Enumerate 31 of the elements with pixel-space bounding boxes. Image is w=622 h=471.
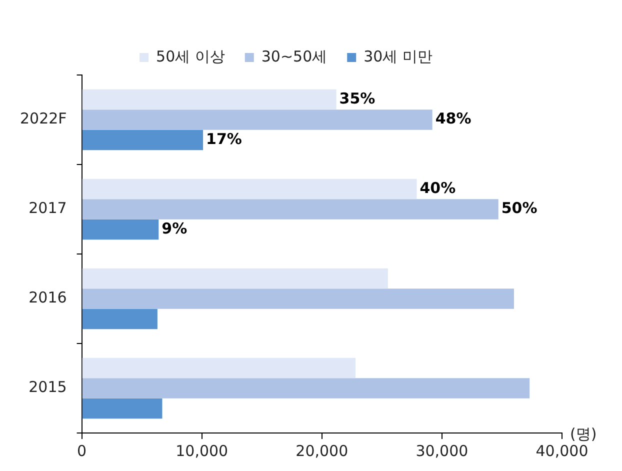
y-tick-label: 2017 (28, 199, 67, 218)
legend-label: 50세 이상 (156, 47, 225, 66)
bar (82, 199, 498, 220)
y-tick-label: 2015 (28, 378, 67, 396)
bar (82, 219, 159, 240)
bar (82, 358, 356, 378)
x-tick-label: 20,000 (296, 442, 348, 460)
legend-label: 30~50세 (261, 47, 328, 66)
x-tick-label: 30,000 (416, 442, 468, 460)
annotation: 17% (206, 130, 242, 148)
x-tick-label: 0 (77, 442, 87, 460)
bar (82, 178, 417, 200)
bar (82, 378, 530, 398)
annotation: 9% (162, 219, 188, 238)
x-axis-title: (명) (570, 424, 597, 443)
bar (82, 288, 514, 309)
y-tick-label: 2022F (20, 110, 67, 128)
y-tick-label: 2016 (28, 288, 67, 307)
annotation: 40% (420, 178, 456, 197)
x-tick-label: 10,000 (176, 442, 228, 460)
bar (82, 130, 204, 150)
bar (82, 398, 162, 419)
bar (82, 308, 158, 330)
bar (82, 268, 388, 289)
annotation: 35% (339, 89, 376, 108)
annotation: 50% (501, 199, 538, 218)
x-tick-label: 40,000 (536, 442, 588, 460)
bar (82, 89, 336, 110)
legend-label: 30세 미만 (364, 47, 432, 66)
annotation: 48% (435, 110, 472, 128)
bar (82, 110, 432, 130)
